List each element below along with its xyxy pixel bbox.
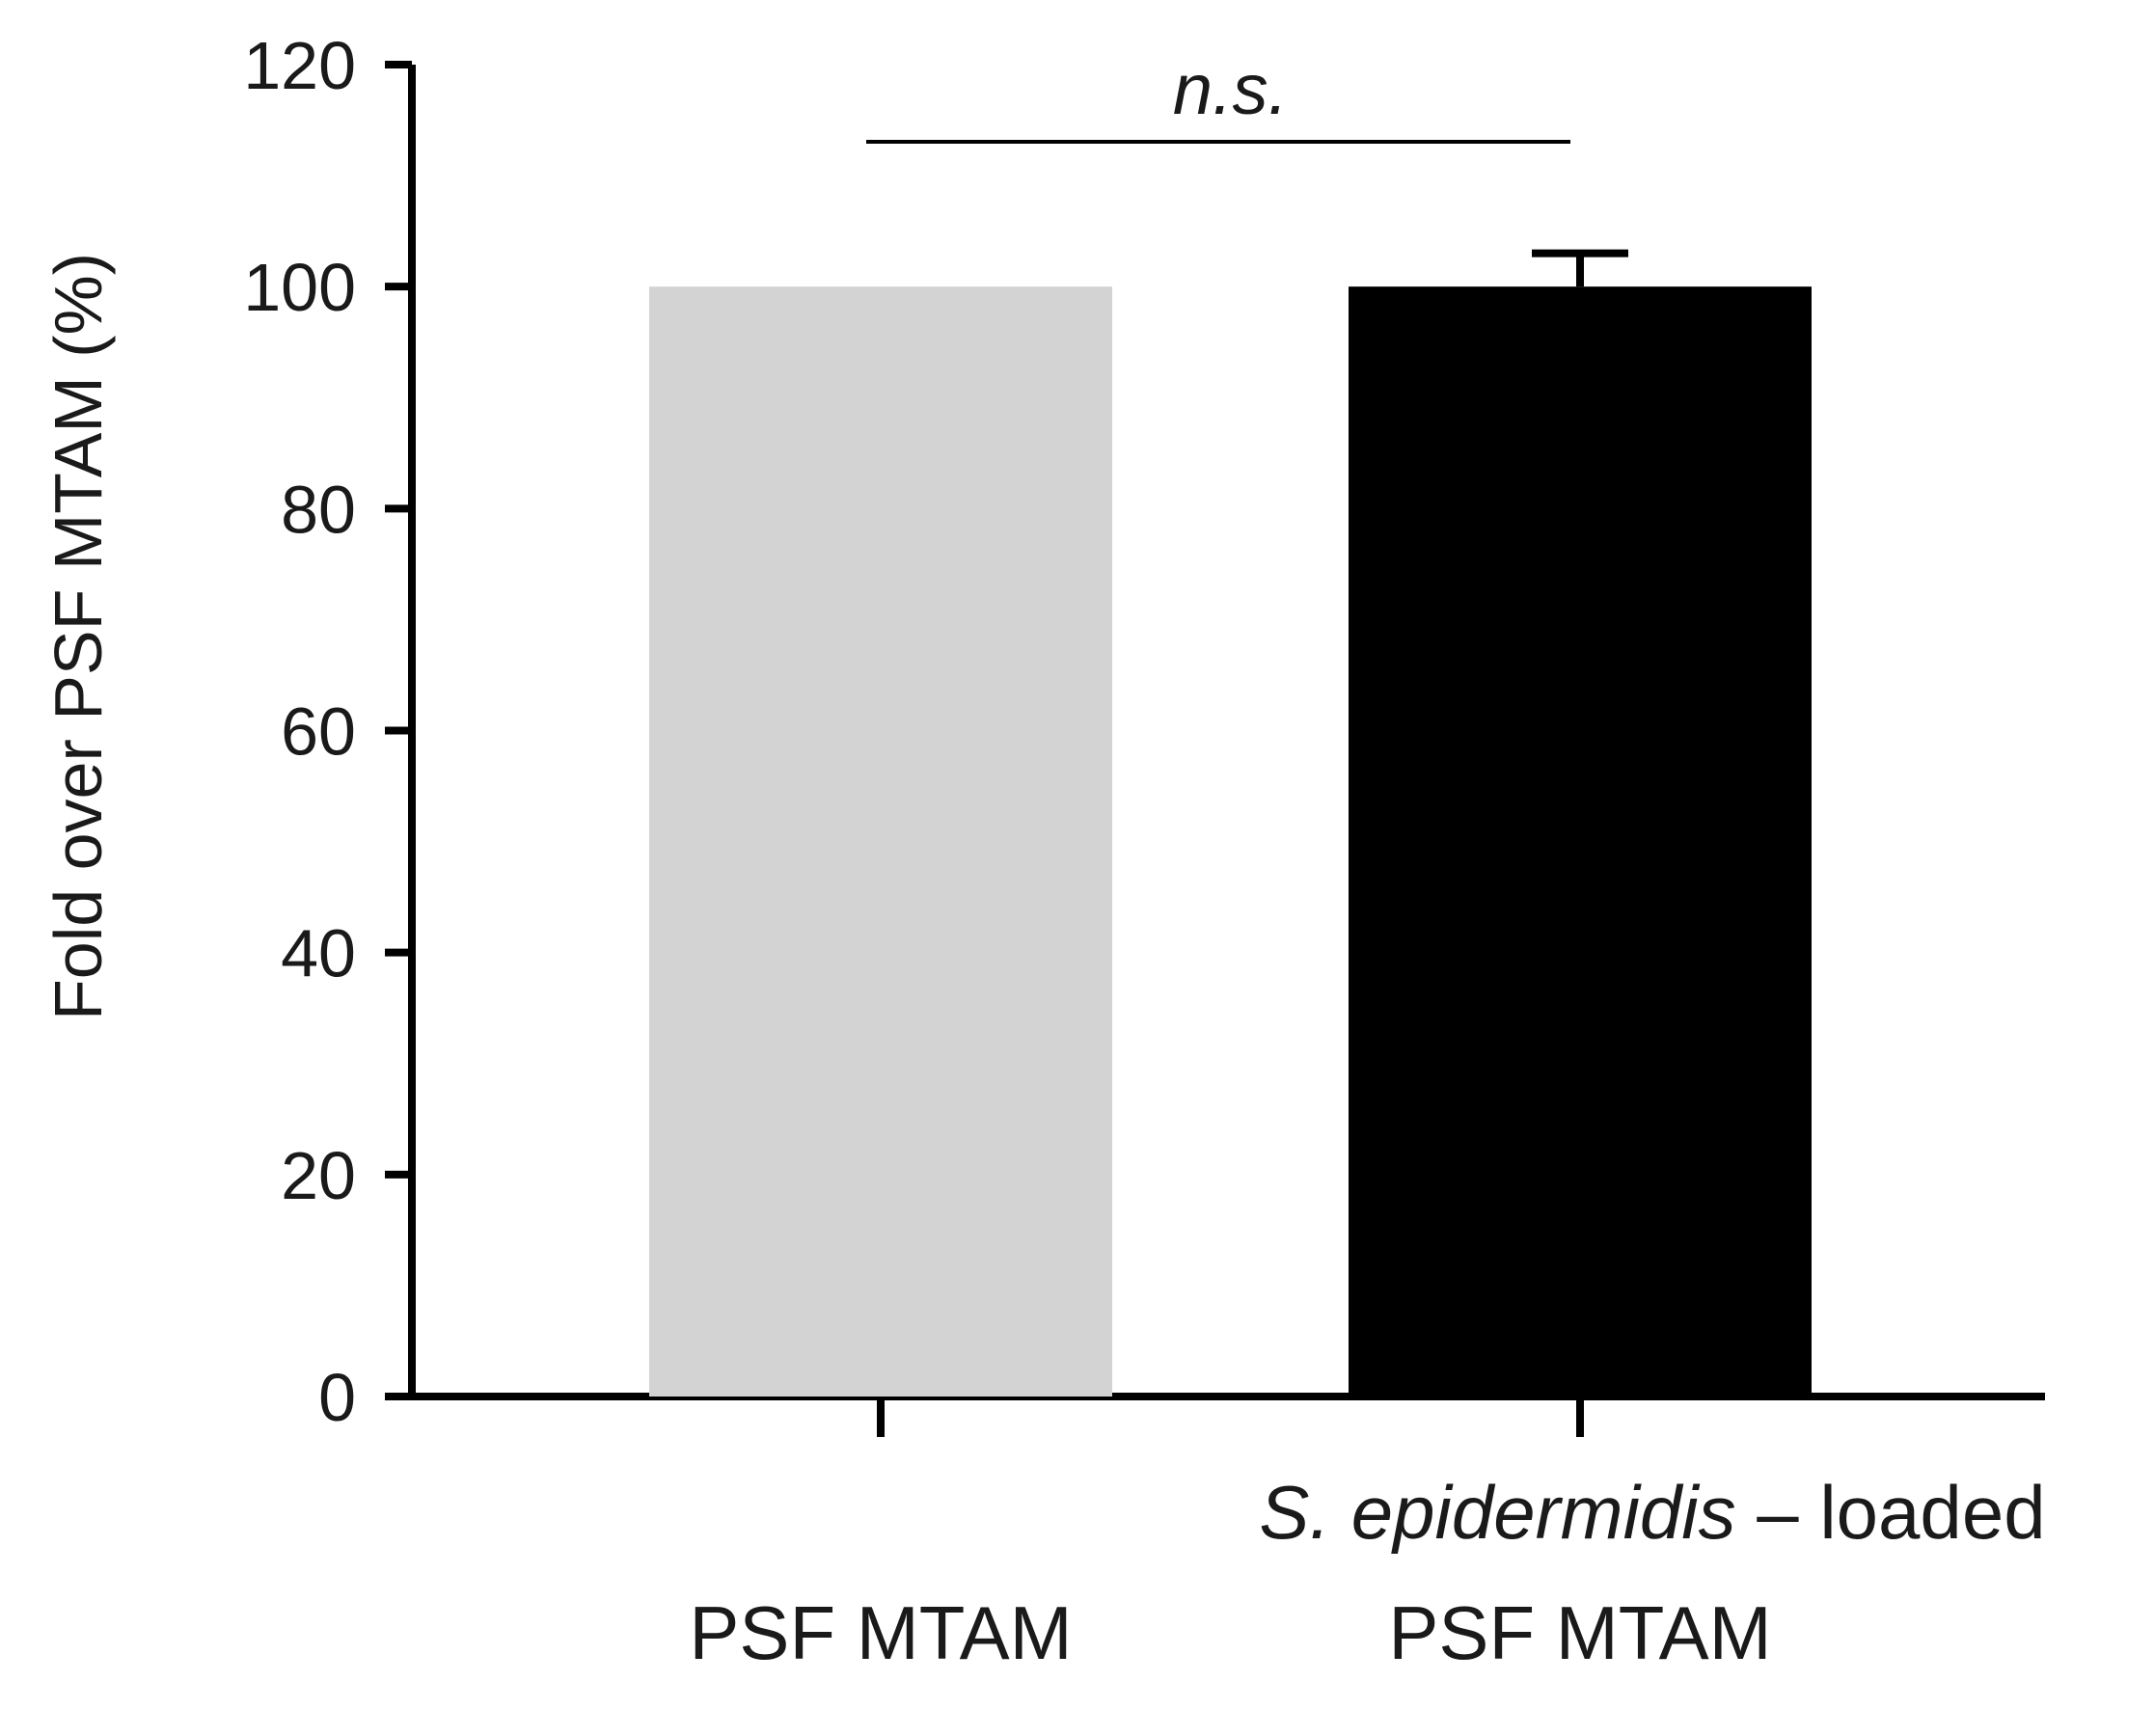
y-tick-label: 20: [281, 1138, 356, 1213]
significance-label: n.s.: [1173, 49, 1288, 129]
y-ticks: 0 20 40 60 80 100 120: [243, 28, 412, 1435]
y-tick-label: 40: [281, 916, 356, 991]
x-category-label: PSF MTAM: [689, 1590, 1072, 1675]
bar-2: [1349, 286, 1812, 1397]
y-tick-label: 120: [243, 28, 356, 103]
x-ticks: PSF MTAM S. epidermidis – loaded PSF MTAM: [689, 1397, 2046, 1675]
bars: [649, 286, 1812, 1397]
x-category-label: PSF MTAM: [1388, 1590, 1771, 1675]
y-tick-label: 60: [281, 694, 356, 770]
bar-1: [649, 286, 1112, 1397]
y-tick-label: 100: [243, 250, 356, 325]
significance-annotation: n.s.: [866, 49, 1570, 144]
y-tick-label: 80: [281, 472, 356, 547]
y-axis-title: Fold over PSF MTAM (%): [41, 253, 116, 1020]
error-bars: [1532, 249, 1628, 287]
y-tick-label: 0: [318, 1360, 356, 1435]
x-category-label: S. epidermidis – loaded: [1259, 1470, 2045, 1555]
